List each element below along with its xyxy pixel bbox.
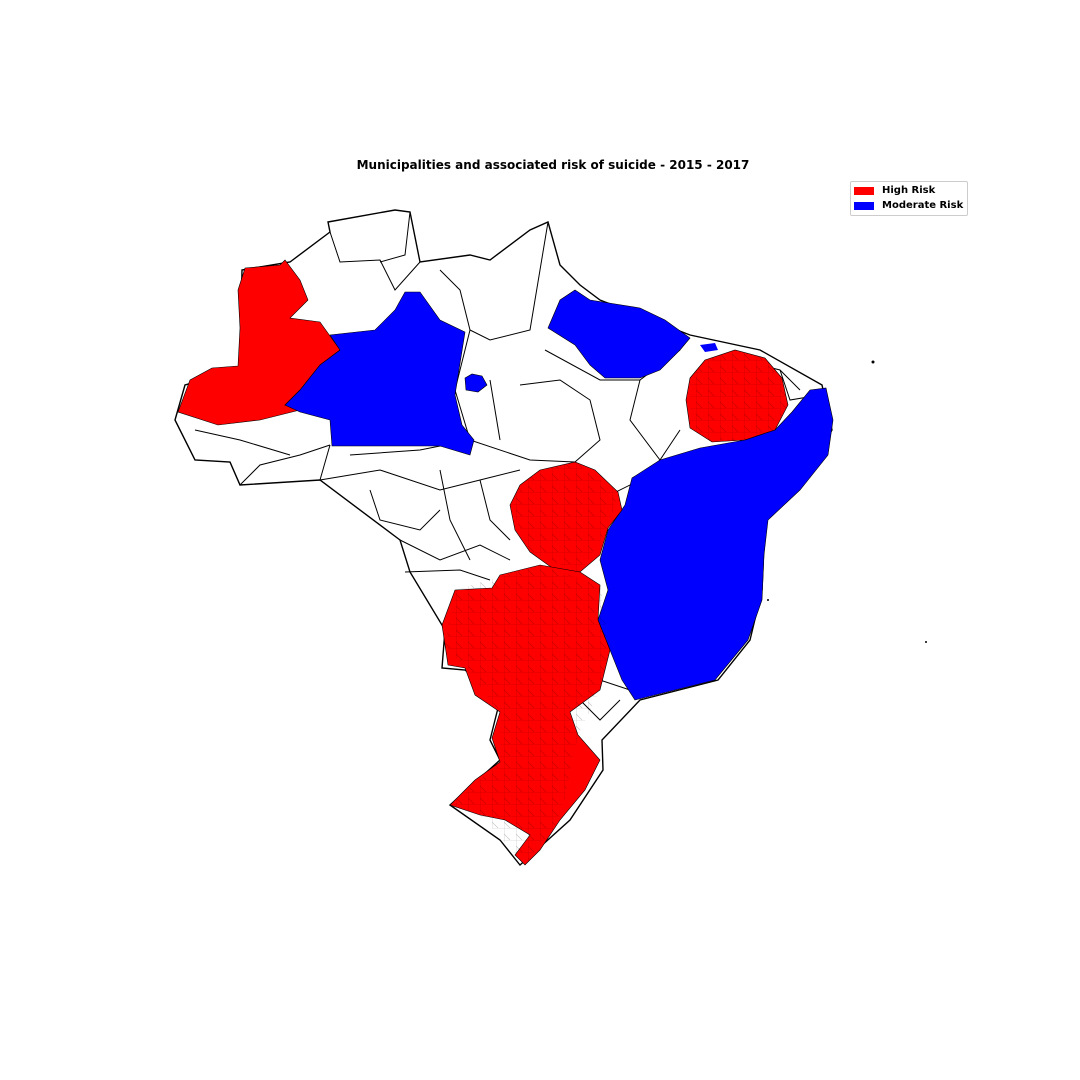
island-3 [767,599,769,601]
legend-label-high-risk: High Risk [882,185,936,196]
island-1 [871,360,875,364]
legend-swatch-moderate-risk [854,201,874,210]
legend-label-moderate-risk: Moderate Risk [882,200,964,211]
legend-item-high-risk: High Risk [854,185,935,196]
moderate-risk-region-east [597,387,834,701]
legend: High Risk Moderate Risk [850,181,968,216]
moderate-risk-region-small [464,373,488,393]
municipal-texture [445,350,788,865]
moderate-risk-region-amazonas [284,291,475,456]
moderate-risk-region-amapa [547,289,691,379]
legend-swatch-high-risk [854,186,874,195]
map-title: Municipalities and associated risk of su… [356,158,750,172]
moderate-risk-region-islet [700,343,718,352]
legend-item-moderate-risk: Moderate Risk [854,200,963,211]
island-2 [925,641,927,643]
